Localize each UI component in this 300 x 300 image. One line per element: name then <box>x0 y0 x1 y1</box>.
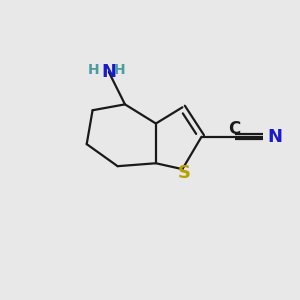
Text: C: C <box>228 119 240 137</box>
Text: S: S <box>177 164 190 182</box>
Text: H: H <box>113 64 125 77</box>
Text: H: H <box>88 64 99 77</box>
Text: N: N <box>268 128 283 146</box>
Text: N: N <box>101 63 116 81</box>
